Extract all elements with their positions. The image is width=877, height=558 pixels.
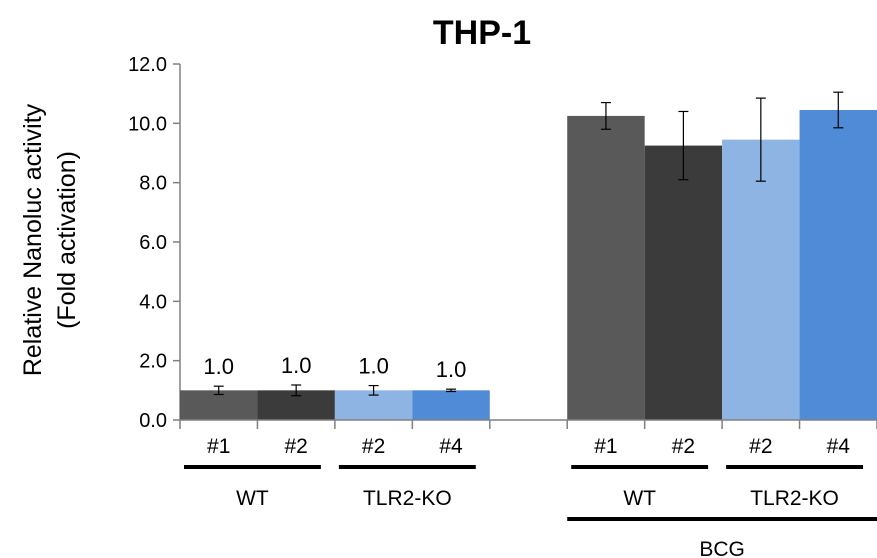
group-label: TLR2-KO [363,487,452,510]
y-tick-label: 10.0 [128,113,167,135]
group-label: WT [236,487,269,510]
data-label: 1.0 [281,353,312,378]
y-axis-label-line-2: (Fold activation) [53,151,81,329]
category-label: #4 [827,435,851,458]
category-label: #2 [672,435,695,458]
bar [799,109,877,420]
y-tick-label: 2.0 [139,351,167,373]
y-tick-label: 8.0 [139,173,167,195]
category-label: #2 [284,435,307,458]
category-label: #2 [362,435,385,458]
category-label: #1 [594,435,617,458]
y-tick-label: 6.0 [139,232,167,254]
y-tick-label: 0.0 [139,410,167,432]
bar [180,390,258,420]
bar [644,145,723,421]
category-label: #4 [439,435,463,458]
category-label: #1 [207,435,230,458]
bar [567,115,645,421]
y-tick-label: 4.0 [139,291,167,313]
y-tick-label: 12.0 [128,54,167,76]
bar [412,390,490,420]
data-label: 1.0 [203,354,234,379]
plot-area: 0.0 2.0 4.0 6.0 8.0 10.0 12.0 1.0 #1 1.0 #2 1.0 #2 1.… [128,54,877,558]
supergroup-label: BCG [699,538,745,558]
chart-title: THP-1 [433,14,531,52]
data-label: 1.0 [436,357,467,382]
y-axis-label-line-1: Relative Nanoluc activity [19,103,47,376]
bar [722,139,800,420]
group-label: WT [623,487,656,510]
group-label: TLR2-KO [750,487,839,510]
data-label: 1.0 [358,354,389,379]
category-label: #2 [749,435,772,458]
